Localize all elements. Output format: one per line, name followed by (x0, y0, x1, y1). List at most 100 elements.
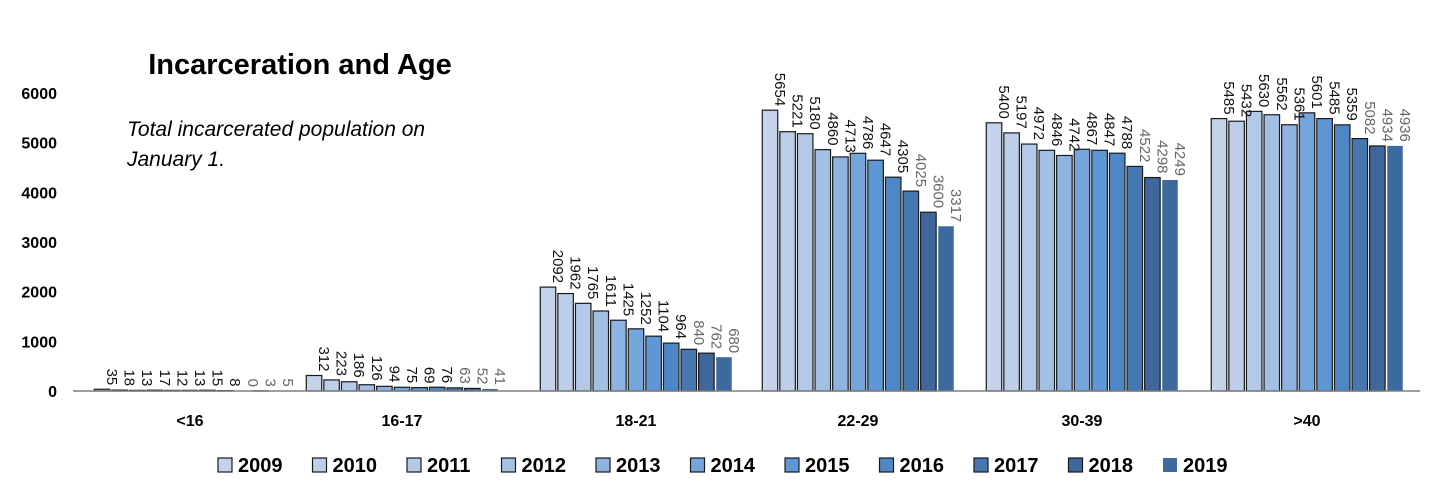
data-label-2009-16-17: 312 (315, 346, 332, 371)
data-label-2016-<16: 8 (226, 378, 243, 386)
data-label-2014-22-29: 4786 (859, 116, 876, 149)
bar-2011-16-17 (340, 381, 358, 392)
data-label-2017-22-29: 4025 (912, 154, 929, 187)
bar-2009-18-21 (539, 286, 557, 392)
data-label-2015-16-17: 69 (421, 367, 438, 384)
data-label-2013-22-29: 4713 (841, 120, 858, 153)
bar-2013-30-39 (1056, 154, 1073, 392)
x-category-label: 16-17 (382, 413, 423, 430)
bar-2019-18-21 (716, 357, 732, 391)
legend-swatch-2018 (1067, 457, 1084, 473)
legend-label-2018: 2018 (1089, 455, 1134, 477)
legend-swatch-2015 (784, 457, 800, 473)
x-category-label: 18-21 (616, 413, 657, 430)
legend-label-2013: 2013 (616, 455, 661, 477)
bar-2016-30-39 (1108, 152, 1126, 392)
x-axis: <16 16-17 18-21 22-29 30-39 >40 (73, 390, 1420, 430)
bar-2011->40 (1245, 110, 1263, 392)
data-label-2017-18-21: 840 (690, 320, 707, 345)
data-label-2014-30-39: 4867 (1083, 112, 1100, 145)
data-label-2017-16-17: 63 (456, 367, 473, 384)
bar-2015-18-21 (645, 335, 662, 392)
data-label-2017-30-39: 4522 (1136, 129, 1153, 162)
bar-2010-22-29 (779, 131, 796, 392)
data-label-2010-18-21: 1962 (567, 256, 584, 289)
legend-swatch-2011 (406, 457, 422, 473)
x-category-label: >40 (1293, 413, 1320, 430)
bar-2015-22-29 (867, 159, 884, 392)
data-label-2009-22-29: 5654 (771, 73, 788, 106)
data-label-2014->40: 5601 (1308, 75, 1325, 108)
bar-2018->40 (1369, 145, 1386, 392)
legend-label-2016: 2016 (900, 455, 945, 477)
legend: 2009 2010 2011 2012 2013 2014 2015 2016 2017 2018… (217, 455, 1228, 477)
legend-swatch-2019 (1163, 458, 1177, 472)
data-label-2009-30-39: 5400 (995, 85, 1012, 118)
bar-2015->40 (1316, 117, 1333, 392)
data-label-2011->40: 5630 (1255, 74, 1272, 107)
legend-swatch-2017 (973, 457, 989, 473)
legend-swatch-2013 (595, 457, 611, 473)
x-category-label: 22-29 (838, 413, 879, 430)
data-label-2012-22-29: 4860 (824, 112, 841, 145)
data-label-2010-30-39: 5197 (1013, 96, 1030, 129)
bar-2009-22-29 (761, 109, 779, 392)
data-label-2011-16-17: 186 (350, 353, 367, 378)
bar-2011-18-21 (574, 302, 592, 392)
data-label-2017->40: 5082 (1361, 101, 1378, 134)
bar-2011-22-29 (796, 133, 814, 392)
data-label-2010-16-17: 223 (333, 351, 350, 376)
data-label-2009->40: 5485 (1220, 81, 1237, 114)
bar-2019-16-17 (482, 388, 498, 391)
data-label-2019-30-39: 4249 (1171, 143, 1188, 176)
y-tick-label: 0 (48, 384, 57, 401)
data-label-2013-<16: 12 (173, 370, 190, 387)
bar-2018-22-29 (920, 211, 937, 392)
bar-2019-22-29 (938, 226, 954, 391)
data-label-2019->40: 4936 (1396, 108, 1413, 141)
legend-label-2015: 2015 (805, 455, 850, 477)
data-label-2010->40: 5432 (1238, 84, 1255, 117)
bar-2019->40 (1387, 145, 1403, 391)
bar-2014-30-39 (1073, 148, 1091, 392)
data-label-2011-30-39: 4972 (1030, 107, 1047, 140)
y-tick-label: 1000 (21, 334, 57, 351)
data-label-2015-22-29: 4647 (877, 123, 894, 156)
bar-2011-30-39 (1020, 143, 1038, 392)
data-label-2018-22-29: 3600 (929, 175, 946, 208)
bar-2012->40 (1263, 114, 1281, 392)
bar-2009->40 (1210, 117, 1228, 392)
data-label-2014-16-17: 75 (403, 367, 420, 384)
data-label-2011-22-29: 5180 (806, 96, 823, 129)
bar-2014-18-21 (627, 328, 645, 392)
x-category-label: <16 (176, 413, 203, 430)
bar-2017-18-21 (680, 348, 698, 392)
bar-2013-22-29 (832, 156, 849, 392)
bar-2010-18-21 (557, 292, 574, 392)
bar-2010-30-39 (1003, 132, 1020, 392)
data-label-2015-18-21: 1104 (655, 300, 672, 332)
bar-2016-22-29 (884, 176, 902, 392)
bar-2017-30-39 (1126, 165, 1144, 392)
data-label-2009-18-21: 2092 (549, 250, 566, 283)
bar-2017->40 (1351, 137, 1369, 392)
chart-subtitle-line-1: Total incarcerated population on (127, 118, 425, 141)
data-label-2015-<16: 15 (209, 370, 226, 387)
bar-2012-30-39 (1038, 149, 1056, 392)
data-label-2018-16-17: 52 (473, 368, 490, 385)
bar-2012-18-21 (592, 310, 610, 392)
data-label-2010-22-29: 5221 (789, 94, 806, 127)
bar-2010-16-17 (323, 379, 340, 392)
data-label-2016-22-29: 4305 (894, 140, 911, 173)
data-label-2019-18-21: 680 (725, 328, 742, 353)
legend-label-2010: 2010 (333, 455, 378, 477)
bar-2019-30-39 (1162, 179, 1178, 391)
data-label-2011-<16: 13 (138, 370, 155, 387)
legend-label-2012: 2012 (522, 455, 567, 477)
data-label-2019-<16: 5 (279, 378, 296, 386)
bar-2018-30-39 (1144, 176, 1161, 392)
data-label-2014-18-21: 1252 (637, 291, 654, 324)
x-category-label: 30-39 (1062, 413, 1103, 430)
